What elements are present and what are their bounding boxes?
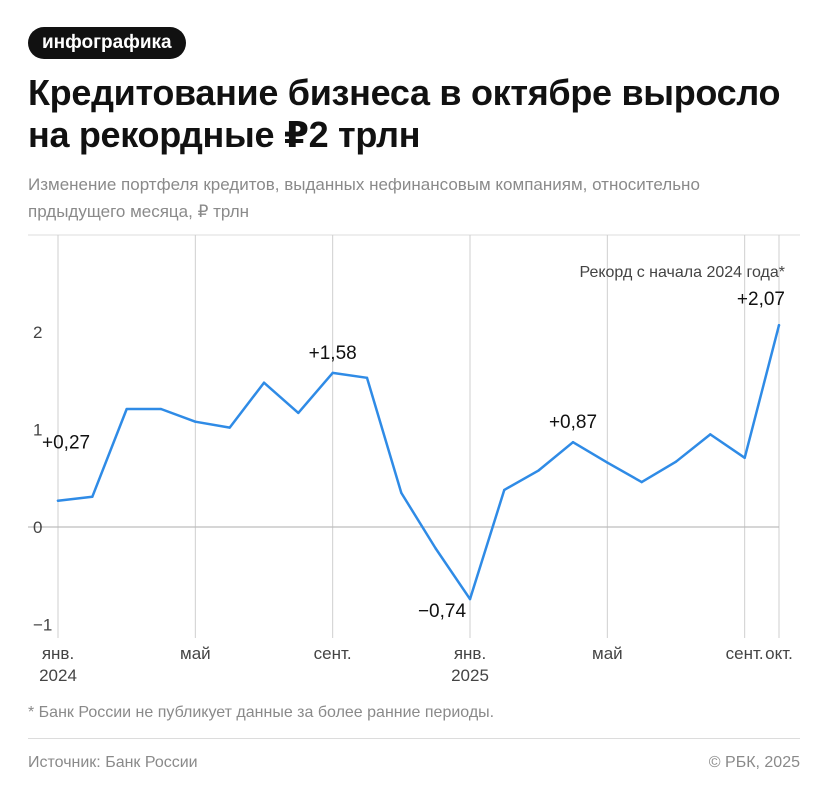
source-text: Источник: Банк России (28, 754, 198, 771)
x-tick-label: сент. (314, 644, 352, 663)
data-point (159, 407, 163, 411)
data-point (262, 381, 266, 384)
x-tick-label: май (180, 644, 211, 663)
data-label: −0,74 (418, 601, 467, 622)
data-point (743, 456, 746, 459)
data-point (434, 547, 437, 550)
y-tick-label: 1 (33, 421, 42, 440)
label-layer: +0,27 +1,58 −0,74 +0,87 +2,07 Рекорд с начала… (42, 264, 785, 622)
data-label: +0,87 (549, 412, 597, 433)
data-label: +2,07 (737, 289, 785, 310)
y-tick-label: 0 (33, 518, 42, 537)
page-title: Кредитование бизнеса в октябре выросло н… (28, 72, 781, 155)
data-point (125, 407, 128, 411)
x-tick-year-label: 2024 (39, 666, 77, 685)
data-point (777, 323, 781, 327)
data-point (400, 491, 403, 495)
infographic-badge: инфографика (28, 27, 186, 59)
series-layer (56, 323, 781, 601)
series-line (56, 323, 781, 601)
data-label: +0,27 (42, 433, 90, 454)
data-point (468, 597, 472, 601)
y-tick-label: −1 (33, 616, 52, 635)
copyright-text: © РБК, 2025 (708, 754, 800, 771)
data-point (537, 469, 540, 472)
data-point (194, 420, 197, 423)
x-tick-label: янв. (42, 644, 74, 663)
data-point (640, 480, 643, 484)
data-point (297, 411, 300, 415)
x-tick-label: окт. (765, 644, 793, 663)
data-label: +1,58 (309, 343, 357, 364)
y-tick-label: 2 (33, 323, 42, 342)
footer-divider (28, 738, 800, 739)
record-note: Рекорд с начала 2024 года* (579, 264, 785, 281)
data-point (91, 495, 94, 498)
data-point (331, 371, 334, 375)
data-point (571, 440, 575, 444)
data-point (503, 488, 506, 492)
chart-subtitle: Изменение портфеля кредитов, выданных не… (28, 175, 700, 221)
x-tick-label: янв. (454, 644, 486, 663)
data-point (365, 376, 369, 380)
data-point (606, 461, 609, 464)
x-tick-label: сент. (726, 644, 764, 663)
footnote: * Банк России не публикует данные за бол… (28, 704, 495, 721)
data-point (674, 460, 678, 463)
x-tick-label: май (592, 644, 623, 663)
x-tick-year-label: 2025 (451, 666, 489, 685)
grid-layer (28, 234, 800, 638)
data-point (709, 433, 712, 436)
data-point (228, 426, 231, 429)
data-point (56, 499, 60, 502)
